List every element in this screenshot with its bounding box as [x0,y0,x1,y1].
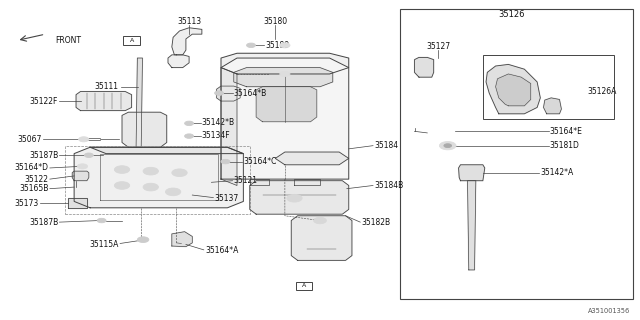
Circle shape [115,166,130,173]
Text: 35122F: 35122F [30,97,58,106]
Circle shape [221,159,230,164]
Text: 35142*B: 35142*B [202,118,235,127]
Polygon shape [294,179,320,186]
Text: 35165B: 35165B [19,184,49,193]
Polygon shape [221,58,349,179]
Text: 35184: 35184 [374,141,399,150]
Circle shape [444,144,452,148]
Polygon shape [234,68,333,87]
Bar [124,36,140,45]
Text: 35067: 35067 [18,135,42,144]
Text: 35164*C: 35164*C [243,157,276,166]
Circle shape [97,218,106,223]
Circle shape [184,134,193,138]
Text: FRONT: FRONT [55,36,81,45]
Polygon shape [76,92,132,111]
Text: 35164*E: 35164*E [550,127,583,136]
Text: 35187B: 35187B [29,151,58,160]
Text: A: A [302,283,306,288]
Polygon shape [221,53,349,74]
Polygon shape [221,68,237,186]
Circle shape [214,91,223,95]
Circle shape [246,43,255,48]
Text: 35113: 35113 [177,17,201,26]
Polygon shape [168,55,189,68]
Circle shape [440,141,456,150]
Polygon shape [275,152,349,165]
Bar [296,282,312,290]
Circle shape [77,164,88,169]
Text: 35115A: 35115A [90,240,119,249]
Text: 35126: 35126 [499,10,525,19]
Text: 35111: 35111 [95,82,119,91]
Text: 35184B: 35184B [374,181,404,190]
Polygon shape [415,57,434,77]
Polygon shape [90,147,243,154]
Circle shape [184,121,193,125]
Text: 35126A: 35126A [588,87,617,96]
Polygon shape [495,74,531,106]
Polygon shape [250,181,349,214]
Polygon shape [543,98,561,114]
Text: 35164*B: 35164*B [234,89,267,98]
Circle shape [115,182,130,189]
Circle shape [84,153,93,157]
Polygon shape [250,179,269,186]
Polygon shape [256,87,317,122]
Circle shape [287,195,302,202]
Circle shape [138,237,149,243]
Text: 35122: 35122 [24,175,49,184]
Polygon shape [68,197,87,208]
Text: A: A [129,38,134,43]
Polygon shape [72,171,89,181]
Circle shape [314,217,326,224]
Text: 35187B: 35187B [29,218,58,227]
Text: 35180: 35180 [263,17,287,26]
Polygon shape [136,58,143,147]
Polygon shape [459,165,484,181]
Polygon shape [486,64,540,114]
Text: 35164*A: 35164*A [205,246,239,255]
Polygon shape [172,28,202,55]
Polygon shape [74,147,243,208]
Circle shape [166,188,180,196]
Text: 35121: 35121 [234,176,258,185]
Bar [483,55,614,119]
Polygon shape [172,232,192,247]
Text: 35173: 35173 [15,198,39,207]
Bar [400,9,633,299]
Circle shape [79,137,89,142]
Polygon shape [122,112,167,147]
Text: 35164*D: 35164*D [15,164,49,172]
Text: 35189: 35189 [266,41,290,50]
Circle shape [172,169,187,177]
Circle shape [143,183,159,191]
Polygon shape [467,181,476,270]
Text: 35134F: 35134F [202,131,230,140]
Circle shape [280,71,290,76]
Polygon shape [291,216,352,260]
Circle shape [143,167,159,175]
Text: 35137: 35137 [214,194,239,203]
Text: A351001356: A351001356 [588,308,630,314]
Text: 35182B: 35182B [362,218,390,227]
Text: 35142*A: 35142*A [540,168,573,177]
Text: 35181D: 35181D [550,141,580,150]
Polygon shape [216,86,240,101]
Circle shape [280,43,290,48]
Text: 35127: 35127 [426,42,450,52]
